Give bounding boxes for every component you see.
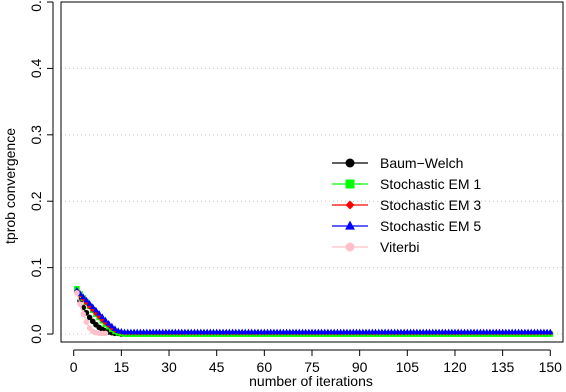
series-2 [74, 288, 554, 336]
data-point [105, 320, 112, 326]
axes: 0 15 30 45 60 75 90 105 120 135 150 0.0 0.1 0.2 0.3 0.4… [28, 0, 562, 375]
data-point [99, 313, 106, 320]
series-3 [73, 286, 554, 335]
legend-item: Stochastic EM 5 [332, 218, 481, 234]
data-point [111, 325, 119, 331]
legend-marker [345, 158, 355, 168]
data-point [77, 301, 83, 307]
x-tick-label: 15 [114, 359, 130, 375]
y-tick-label: 0.1 [28, 258, 44, 278]
x-tick-label: 150 [539, 359, 563, 375]
y-axis-title: tprob convergence [2, 128, 18, 244]
legend-label: Stochastic EM 3 [380, 197, 481, 213]
x-tick-label: 90 [352, 359, 368, 375]
data-series [73, 286, 554, 337]
legend-item: Viterbi [332, 239, 419, 255]
data-point [108, 322, 115, 329]
data-point [547, 328, 554, 335]
legend-marker [345, 220, 355, 230]
legend-marker [345, 200, 355, 210]
data-point [83, 296, 90, 303]
y-tick-label: 0.3 [28, 125, 44, 145]
grid-lines [61, 1, 563, 335]
y-tick-label: 0.0 [28, 324, 44, 344]
plot-frame [60, 1, 564, 343]
data-point [74, 290, 80, 296]
x-tick-label: 75 [304, 359, 320, 375]
y-tick-label: 0.2 [28, 191, 44, 211]
legend: Baum−Welch Stochastic EM 1 Stochastic EM 3… [332, 155, 481, 255]
data-point [89, 303, 96, 310]
x-tick-label: 30 [161, 359, 177, 375]
data-point [102, 330, 109, 337]
data-point [92, 306, 100, 313]
data-point [96, 310, 103, 316]
x-axis-title: number of iterations [249, 373, 373, 389]
legend-label: Viterbi [380, 239, 419, 255]
legend-label: Stochastic EM 5 [380, 218, 481, 234]
data-point [86, 300, 93, 306]
x-tick-label: 120 [443, 359, 467, 375]
y-tick-label: 0.5 [28, 0, 44, 12]
data-point [86, 314, 93, 321]
legend-marker [345, 242, 355, 252]
series-line [76, 289, 551, 333]
data-point [80, 311, 87, 317]
y-tick-label: 0.4 [28, 58, 44, 78]
data-point [102, 316, 109, 323]
x-tick-label: 135 [491, 359, 515, 375]
series-line [76, 290, 551, 334]
legend-item: Baum−Welch [332, 155, 463, 171]
series-4 [74, 290, 109, 337]
x-tick-label: 45 [209, 359, 225, 375]
legend-label: Stochastic EM 1 [380, 176, 481, 192]
legend-item: Stochastic EM 3 [332, 197, 481, 213]
legend-label: Baum−Welch [380, 155, 463, 171]
legend-item: Stochastic EM 1 [332, 176, 481, 192]
data-point [83, 319, 90, 325]
legend-marker [345, 179, 355, 189]
x-tick-label: 105 [396, 359, 420, 375]
series-line [76, 288, 551, 335]
data-point [80, 293, 87, 300]
x-tick-label: 0 [70, 359, 78, 375]
series-1 [74, 286, 554, 337]
x-tick-label: 60 [257, 359, 273, 375]
